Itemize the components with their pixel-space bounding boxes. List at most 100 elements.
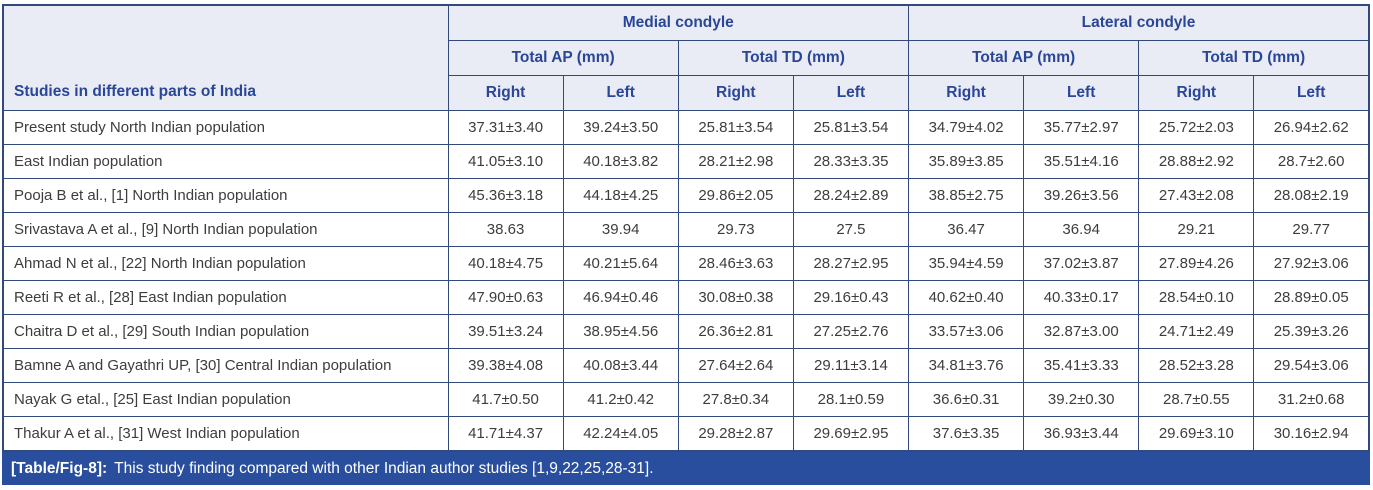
value-cell: 28.46±3.63 [677,246,794,281]
value-cell: 28.33±3.35 [792,144,910,179]
side-header-left: Left [1023,75,1140,111]
value-cell: 45.36±3.18 [447,178,564,213]
value-cell: 37.02±3.87 [1023,246,1140,281]
value-cell: 35.89±3.85 [907,144,1025,179]
table-header: Studies in different parts of India Medi… [2,4,1370,111]
value-cell: 36.6±0.31 [907,382,1025,417]
value-cell: 39.24±3.50 [562,110,679,145]
subheader-medial-total-ap: Total AP (mm) [447,40,679,76]
value-cell: 29.16±0.43 [792,280,910,315]
caption-tag: [Table/Fig-8]: [11,459,108,477]
value-cell: 35.41±3.33 [1023,348,1140,383]
value-cell: 25.72±2.03 [1138,110,1255,145]
value-cell: 37.31±3.40 [447,110,564,145]
value-cell: 29.69±3.10 [1138,416,1255,452]
value-cell: 40.18±3.82 [562,144,679,179]
value-cell: 40.62±0.40 [907,280,1025,315]
value-cell: 38.85±2.75 [907,178,1025,213]
value-cell: 36.94 [1023,212,1140,247]
value-cell: 29.11±3.14 [792,348,910,383]
study-name-cell: Chaitra D et al., [29] South Indian popu… [2,314,449,349]
value-cell: 28.27±2.95 [792,246,910,281]
value-cell: 38.95±4.56 [562,314,679,349]
table-row: East Indian population 41.05±3.10 40.18±… [2,144,1370,179]
value-cell: 36.47 [907,212,1025,247]
value-cell: 29.69±2.95 [792,416,910,452]
value-cell: 29.77 [1253,212,1370,247]
study-name-cell: Present study North Indian population [2,110,449,145]
value-cell: 40.33±0.17 [1023,280,1140,315]
value-cell: 28.88±2.92 [1138,144,1255,179]
value-cell: 39.2±0.30 [1023,382,1140,417]
table-row: Srivastava A et al., [9] North Indian po… [2,212,1370,247]
comparison-table: Studies in different parts of India Medi… [2,4,1370,452]
side-header-right: Right [677,75,794,111]
value-cell: 28.7±2.60 [1253,144,1370,179]
value-cell: 25.81±3.54 [677,110,794,145]
value-cell: 27.5 [792,212,910,247]
table-row: Chaitra D et al., [29] South Indian popu… [2,314,1370,349]
value-cell: 47.90±0.63 [447,280,564,315]
value-cell: 27.92±3.06 [1253,246,1370,281]
value-cell: 33.57±3.06 [907,314,1025,349]
value-cell: 30.08±0.38 [677,280,794,315]
value-cell: 27.64±2.64 [677,348,794,383]
caption-text: This study finding compared with other I… [114,459,654,477]
value-cell: 28.89±0.05 [1253,280,1370,315]
subheader-medial-total-td: Total TD (mm) [677,40,910,76]
header-row-measurements: Total AP (mm) Total TD (mm) Total AP (mm… [3,40,1370,76]
value-cell: 35.94±4.59 [907,246,1025,281]
value-cell: 32.87±3.00 [1023,314,1140,349]
value-cell: 41.71±4.37 [447,416,564,452]
header-row-condyle-groups: Studies in different parts of India Medi… [2,4,1370,111]
side-header-left: Left [1253,75,1370,111]
subheader-lateral-total-td: Total TD (mm) [1138,40,1370,76]
value-cell: 29.54±3.06 [1253,348,1370,383]
value-cell: 40.08±3.44 [562,348,679,383]
group-header-lateral-condyle: Lateral condyle [908,4,1370,41]
value-cell: 39.38±4.08 [447,348,564,383]
side-header-right: Right [1138,75,1255,111]
table-body: Present study North Indian population 37… [2,110,1370,452]
table-row: Nayak G etal., [25] East Indian populati… [2,382,1370,417]
table-row: Thakur A et al., [31] West Indian popula… [2,416,1370,452]
value-cell: 46.94±0.46 [562,280,679,315]
value-cell: 36.93±3.44 [1023,416,1140,452]
value-cell: 40.18±4.75 [447,246,564,281]
value-cell: 37.6±3.35 [907,416,1025,452]
table-row: Bamne A and Gayathri UP, [30] Central In… [2,348,1370,383]
study-name-cell: Reeti R et al., [28] East Indian populat… [2,280,449,315]
value-cell: 28.54±0.10 [1138,280,1255,315]
value-cell: 34.79±4.02 [907,110,1025,145]
value-cell: 41.2±0.42 [562,382,679,417]
value-cell: 39.26±3.56 [1023,178,1140,213]
value-cell: 27.89±4.26 [1138,246,1255,281]
table-row: Ahmad N et al., [22] North Indian popula… [2,246,1370,281]
studies-column-header: Studies in different parts of India [2,4,449,111]
side-header-left: Left [562,75,679,111]
value-cell: 28.24±2.89 [792,178,910,213]
value-cell: 39.51±3.24 [447,314,564,349]
study-name-cell: Srivastava A et al., [9] North Indian po… [2,212,449,247]
study-name-cell: Thakur A et al., [31] West Indian popula… [2,416,449,452]
value-cell: 41.05±3.10 [447,144,564,179]
study-name-cell: East Indian population [2,144,449,179]
value-cell: 42.24±4.05 [562,416,679,452]
study-name-cell: Nayak G etal., [25] East Indian populati… [2,382,449,417]
value-cell: 35.51±4.16 [1023,144,1140,179]
value-cell: 29.28±2.87 [677,416,794,452]
value-cell: 35.77±2.97 [1023,110,1140,145]
value-cell: 27.25±2.76 [792,314,910,349]
value-cell: 34.81±3.76 [907,348,1025,383]
table-caption: [Table/Fig-8]: This study finding compar… [2,452,1370,485]
value-cell: 24.71±2.49 [1138,314,1255,349]
study-name-cell: Ahmad N et al., [22] North Indian popula… [2,246,449,281]
value-cell: 29.73 [677,212,794,247]
value-cell: 40.21±5.64 [562,246,679,281]
value-cell: 28.52±3.28 [1138,348,1255,383]
table-row: Pooja B et al., [1] North Indian populat… [2,178,1370,213]
value-cell: 27.8±0.34 [677,382,794,417]
value-cell: 29.86±2.05 [677,178,794,213]
value-cell: 28.1±0.59 [792,382,910,417]
